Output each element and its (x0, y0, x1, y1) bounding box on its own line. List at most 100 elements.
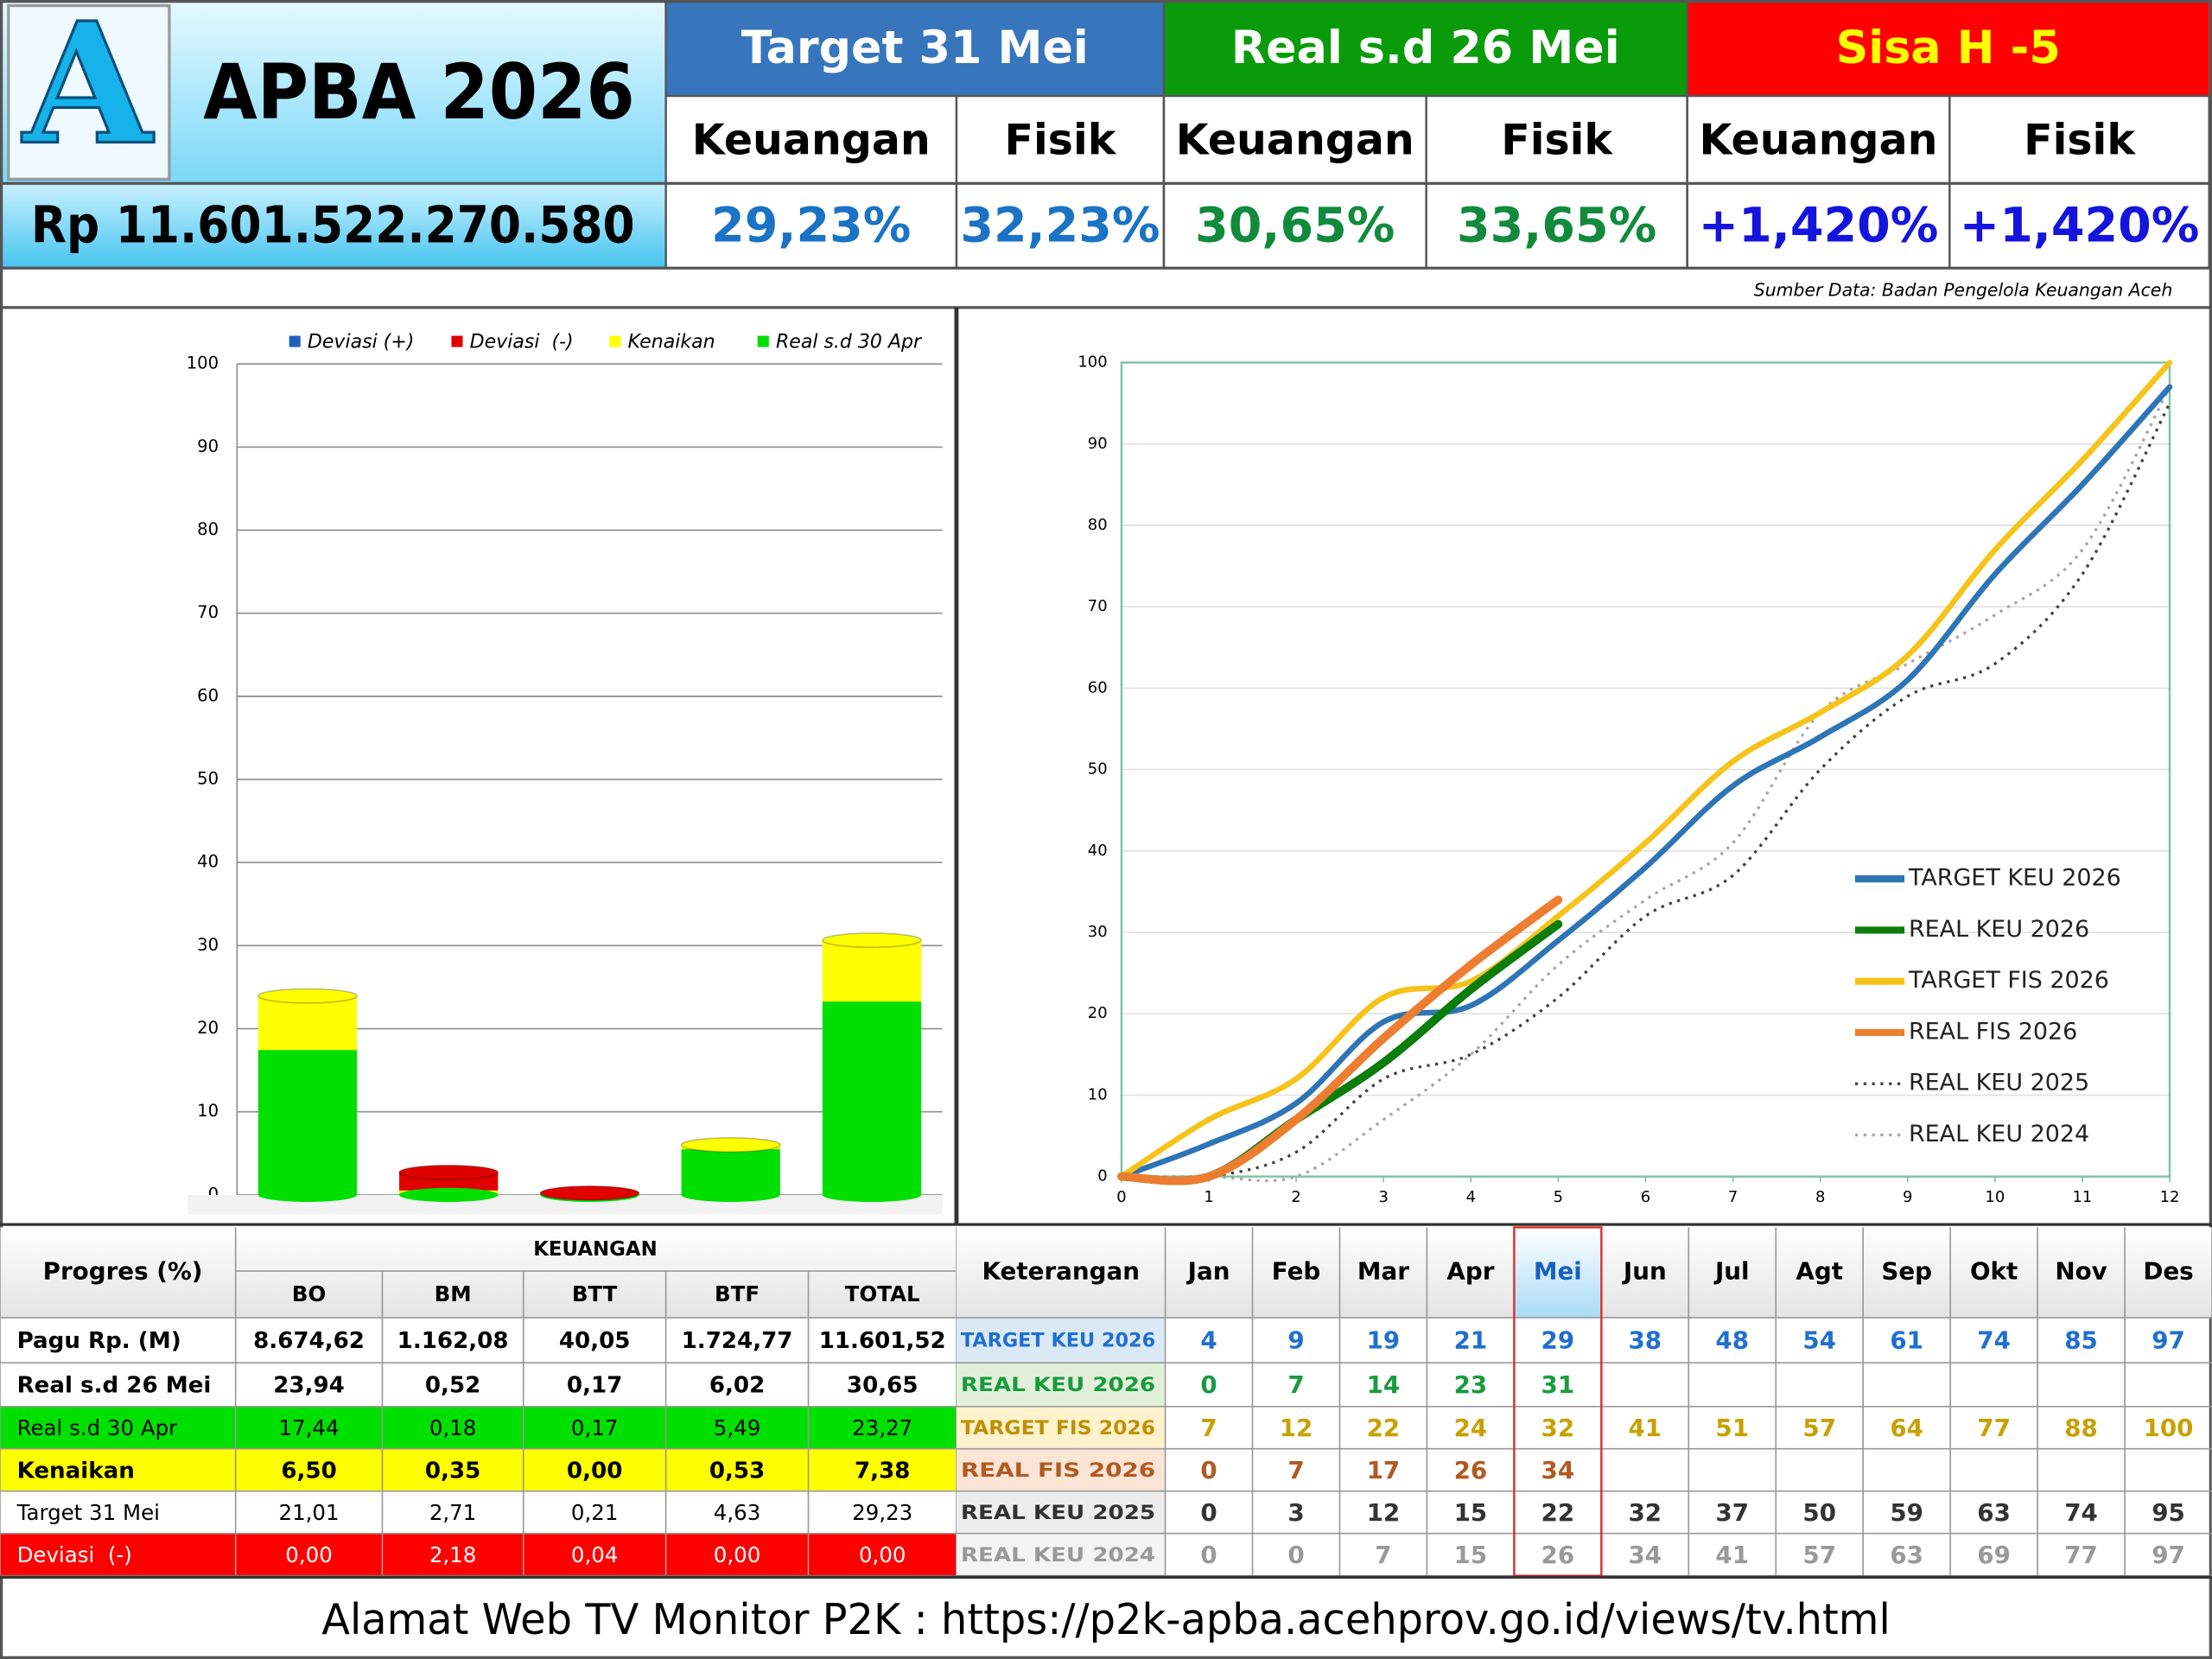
cell: 12 (1367, 1498, 1401, 1527)
cell: 69 (1977, 1541, 2011, 1569)
cell: 4 (1200, 1326, 1217, 1355)
row-label-bg (956, 1533, 1166, 1576)
row-label: Real s.d 26 Mei (17, 1373, 212, 1399)
column-header: Keuangan (1699, 115, 1937, 164)
column-header: Nov (2055, 1257, 2107, 1286)
bar-cap (257, 988, 358, 1004)
source: Sumber Data: Badan Pengelola Keuangan Ac… (1754, 279, 2172, 300)
legend-label: Kenaikan (628, 332, 715, 353)
legend-label: REAL KEU 2025 (1909, 1070, 2089, 1096)
legend-label: TARGET KEU 2026 (1908, 865, 2121, 892)
group-title: Real s.d 26 Mei (1231, 22, 1620, 74)
progress-value: 32,23% (960, 198, 1160, 254)
group-header-bg (665, 0, 1164, 97)
logo: A (21, 0, 154, 182)
x-tick-label: 0 (1116, 1188, 1126, 1206)
legend-label: Deviasi (+) (308, 332, 414, 353)
group-title: Sisa H -5 (1836, 22, 2061, 74)
cell: 1.162,08 (397, 1328, 509, 1354)
x-tick-label: 12 (2160, 1188, 2180, 1206)
cell: 2,71 (429, 1500, 476, 1525)
cell: 0,00 (285, 1542, 332, 1567)
y-tick-label: 20 (1088, 1004, 1108, 1022)
cell: 63 (1977, 1498, 2011, 1527)
cell: 48 (1715, 1326, 1749, 1355)
cell: 31 (1541, 1370, 1575, 1399)
cell: 6,02 (709, 1373, 765, 1399)
cell: 7 (1200, 1414, 1217, 1442)
column-header: BTF (715, 1281, 760, 1306)
y-tick-label: 100 (187, 353, 219, 373)
y-tick-label: 90 (197, 436, 219, 456)
row-label-bg (956, 1491, 1166, 1534)
legend-label: REAL KEU 2026 (1909, 916, 2089, 943)
current-month-bg (1514, 1227, 1602, 1318)
column-header: BO (292, 1281, 326, 1306)
cell: 0,04 (571, 1542, 618, 1567)
cell: 15 (1454, 1541, 1488, 1569)
row-bg (0, 1491, 957, 1534)
column-header: Feb (1272, 1257, 1321, 1286)
column-header: BTT (572, 1281, 618, 1306)
column-header: Apr (1446, 1257, 1494, 1286)
cell: 32 (1628, 1498, 1662, 1527)
cell: 5,49 (714, 1415, 760, 1440)
title: APBA 2026 (203, 48, 635, 137)
footer: Alamat Web TV Monitor P2K : https://p2k-… (321, 1595, 1891, 1644)
bar-segment (257, 995, 358, 1051)
cell: 12 (1280, 1414, 1313, 1442)
cell: 64 (1890, 1414, 1923, 1442)
group-header-bg (1687, 0, 2209, 97)
cell: 7,38 (855, 1458, 910, 1484)
column-header: Mei (1534, 1257, 1582, 1286)
series-line (1118, 359, 2173, 1179)
cell: 88 (2064, 1414, 2098, 1442)
x-tick-label: 7 (1728, 1188, 1738, 1206)
cell: 61 (1890, 1326, 1923, 1355)
cell: 38 (1628, 1326, 1662, 1355)
bar-segment (257, 1050, 358, 1195)
cell: 14 (1367, 1370, 1401, 1399)
table-group: KEUANGAN (533, 1238, 658, 1261)
legend-swatch (289, 335, 301, 347)
row-bg (0, 1406, 957, 1449)
y-tick-label: 60 (197, 685, 219, 705)
cell: 7 (1375, 1541, 1391, 1569)
cell: 22 (1541, 1498, 1575, 1527)
row-label: Kenaikan (17, 1458, 135, 1484)
cell: 26 (1454, 1456, 1488, 1484)
cell: 23,27 (852, 1415, 912, 1440)
cell: 0,00 (859, 1542, 906, 1567)
legend-swatch (451, 335, 463, 347)
column-header: Fisik (1005, 115, 1117, 164)
logo-box (7, 3, 171, 181)
legend-label: Real s.d 30 Apr (776, 332, 923, 353)
x-tick-label: 4 (1466, 1188, 1476, 1206)
column-header: Fisik (2024, 115, 2136, 164)
legend-swatch (757, 335, 769, 347)
y-tick-label: 30 (197, 935, 219, 955)
legend-label: REAL FIS 2026 (1909, 1018, 2077, 1045)
cell: 50 (1802, 1498, 1836, 1527)
column-header: Jul (1713, 1257, 1750, 1286)
cell: 0,21 (571, 1500, 618, 1525)
cell: 0 (1200, 1541, 1217, 1569)
cell: 100 (2144, 1414, 2194, 1442)
column-header: Jan (1186, 1257, 1230, 1286)
column-header: TOTAL (845, 1281, 920, 1306)
series-line (1118, 384, 2173, 1179)
cell: 0,18 (429, 1415, 476, 1440)
row-bg (0, 1363, 957, 1407)
row-bg (0, 1317, 957, 1363)
column-header: Okt (1970, 1257, 2018, 1286)
row-label-bg (956, 1406, 1166, 1449)
row-label: Deviasi (-) (17, 1542, 132, 1567)
row-label-bg (956, 1448, 1166, 1491)
row-label: TARGET KEU 2026 (961, 1331, 1155, 1352)
row-label: Pagu Rp. (M) (17, 1328, 181, 1354)
cell: 0,17 (567, 1373, 622, 1399)
x-tick-label: 5 (1554, 1188, 1563, 1206)
cell: 11.601,52 (819, 1328, 946, 1354)
